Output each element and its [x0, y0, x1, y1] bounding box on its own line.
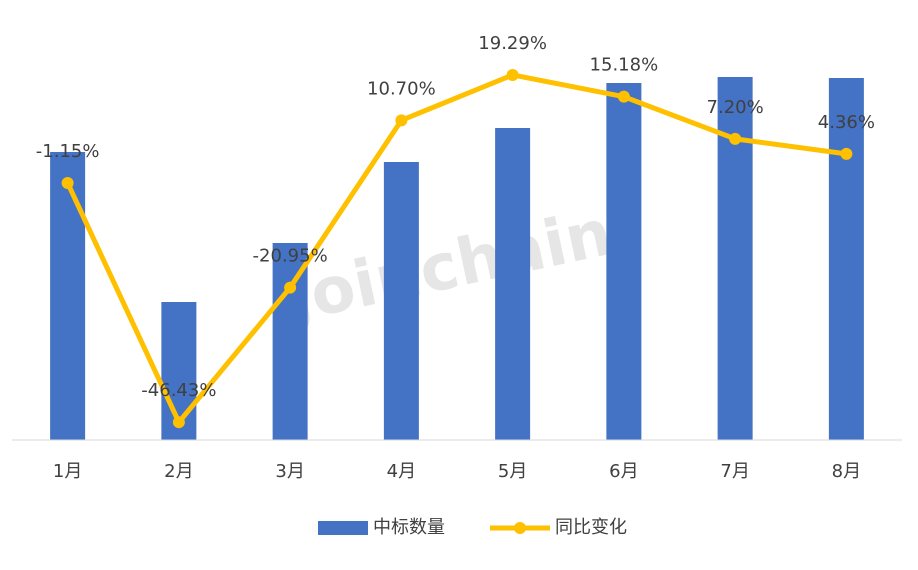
data-label: -46.43%	[141, 380, 216, 401]
line-point	[840, 147, 853, 160]
x-tick-label: 8月	[832, 461, 861, 482]
bar	[606, 83, 642, 440]
data-label: -20.95%	[253, 246, 328, 267]
x-tick-label: 3月	[275, 461, 304, 482]
line-point	[284, 281, 297, 294]
x-tick-label: 2月	[164, 461, 193, 482]
legend-swatch-point	[514, 522, 526, 534]
x-tick-label: 1月	[53, 461, 82, 482]
legend-label: 同比变化	[555, 517, 627, 538]
data-label: 4.36%	[818, 112, 875, 133]
bar	[272, 243, 308, 440]
line-point	[172, 416, 185, 429]
line-point	[395, 114, 408, 127]
x-tick-label: 5月	[498, 461, 527, 482]
data-label: -1.15%	[36, 141, 100, 162]
bar	[828, 78, 864, 440]
x-tick-label: 6月	[609, 461, 638, 482]
data-label: 7.20%	[707, 97, 764, 118]
data-label: 15.18%	[590, 55, 659, 76]
bar	[717, 77, 753, 440]
legend-swatch	[318, 521, 368, 535]
line-point	[61, 176, 74, 189]
bar	[383, 162, 419, 440]
x-tick-label: 7月	[720, 461, 749, 482]
data-label: 19.29%	[478, 33, 547, 54]
data-label: 10.70%	[367, 78, 436, 99]
watermark: Joinchain	[277, 196, 619, 338]
bar	[495, 128, 531, 440]
line-point	[617, 90, 630, 103]
x-tick-label: 4月	[387, 461, 416, 482]
line	[65, 72, 847, 425]
legend-label: 中标数量	[373, 517, 445, 538]
bar	[50, 152, 86, 440]
line-point	[729, 132, 742, 145]
line-point	[506, 68, 519, 81]
